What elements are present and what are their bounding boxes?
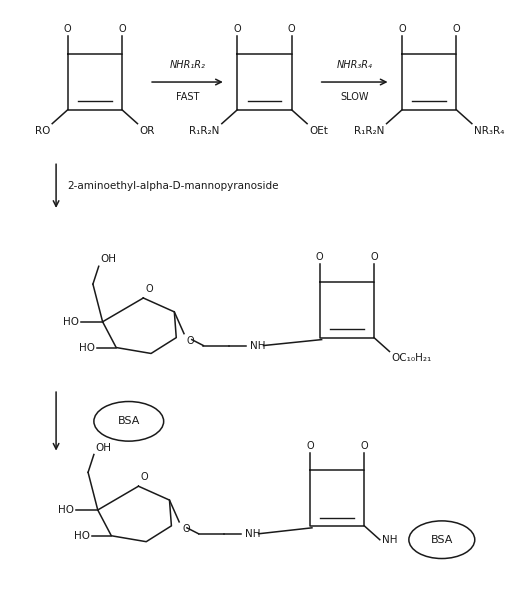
Text: NHR₃R₄: NHR₃R₄	[337, 60, 373, 70]
Text: O: O	[306, 441, 314, 451]
Text: BSA: BSA	[118, 416, 140, 426]
Text: O: O	[145, 284, 153, 294]
Text: O: O	[398, 24, 406, 34]
Text: HO: HO	[79, 343, 95, 352]
Text: R₁R₂N: R₁R₂N	[354, 125, 385, 135]
Text: O: O	[233, 24, 241, 34]
Text: NR₃R₄: NR₃R₄	[474, 125, 504, 135]
Text: O: O	[370, 252, 378, 263]
Text: O: O	[288, 24, 295, 34]
Text: OC₁₀H₂₁: OC₁₀H₂₁	[391, 353, 432, 364]
Text: O: O	[187, 336, 195, 346]
Text: O: O	[118, 24, 126, 34]
Text: O: O	[453, 24, 460, 34]
Text: HO: HO	[63, 317, 79, 327]
Text: O: O	[64, 24, 72, 34]
Text: O: O	[360, 441, 368, 451]
Text: NH: NH	[382, 535, 397, 545]
Text: OEt: OEt	[309, 125, 328, 135]
Text: HO: HO	[58, 505, 75, 515]
Text: 2-aminoethyl-alpha-D-mannopyranoside: 2-aminoethyl-alpha-D-mannopyranoside	[68, 181, 279, 191]
Text: FAST: FAST	[176, 92, 199, 102]
Text: HO: HO	[74, 531, 90, 541]
Text: OH: OH	[101, 254, 117, 264]
Text: OH: OH	[96, 443, 112, 453]
Text: BSA: BSA	[431, 535, 453, 545]
Text: O: O	[182, 524, 190, 534]
Text: O: O	[316, 252, 324, 263]
Text: RO: RO	[35, 125, 50, 135]
Text: NH: NH	[245, 529, 261, 539]
Text: R₁R₂N: R₁R₂N	[189, 125, 220, 135]
Text: NHR₁R₂: NHR₁R₂	[169, 60, 205, 70]
Text: O: O	[140, 472, 148, 482]
Text: NH: NH	[250, 340, 265, 350]
Text: OR: OR	[139, 125, 155, 135]
Text: SLOW: SLOW	[340, 92, 369, 102]
